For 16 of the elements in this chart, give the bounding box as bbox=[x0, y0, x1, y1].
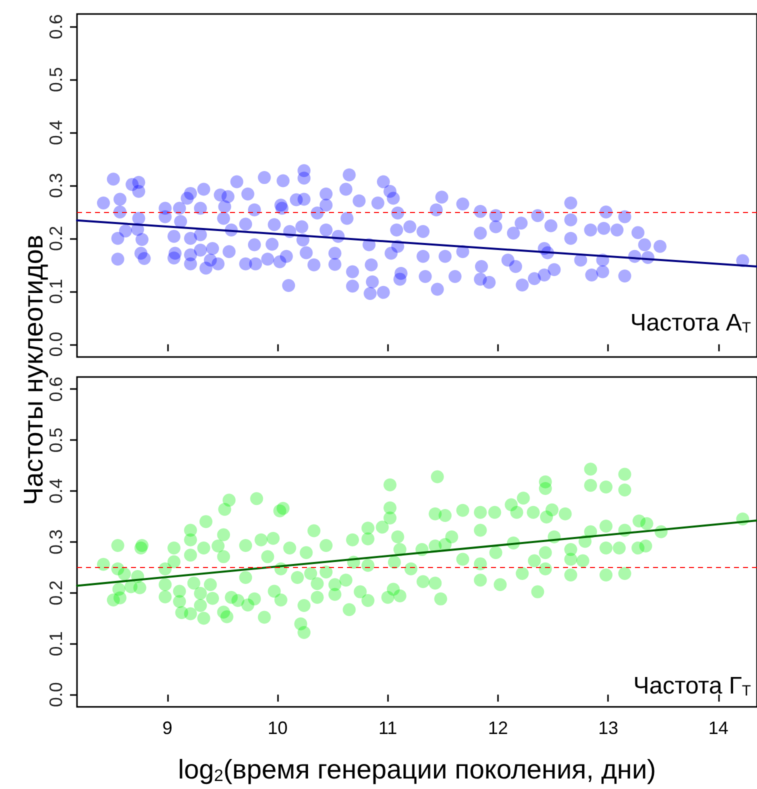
y-tick-label: 0.0 bbox=[46, 682, 66, 708]
y-tick-label: 0.3 bbox=[46, 529, 66, 554]
y-tick-label: 0.1 bbox=[46, 631, 66, 656]
y-tick-label: 0.4 bbox=[46, 120, 66, 146]
x-tick-label: 12 bbox=[488, 718, 508, 738]
y-tick-label: 0.3 bbox=[46, 172, 66, 198]
y-tick-label: 0.5 bbox=[46, 67, 66, 92]
annotation: Частота ГТ bbox=[633, 672, 752, 700]
x-tick-label: 13 bbox=[598, 718, 618, 738]
y-tick-label: 0.2 bbox=[46, 580, 66, 606]
annotation: Частота АТ bbox=[630, 310, 752, 336]
x-tick-label: 11 bbox=[378, 718, 398, 738]
x-tick-label: 14 bbox=[708, 718, 728, 738]
x-tick-label: 10 bbox=[268, 718, 288, 738]
y-tick-label: 0.6 bbox=[46, 14, 66, 40]
x-tick-label: 9 bbox=[162, 718, 172, 738]
